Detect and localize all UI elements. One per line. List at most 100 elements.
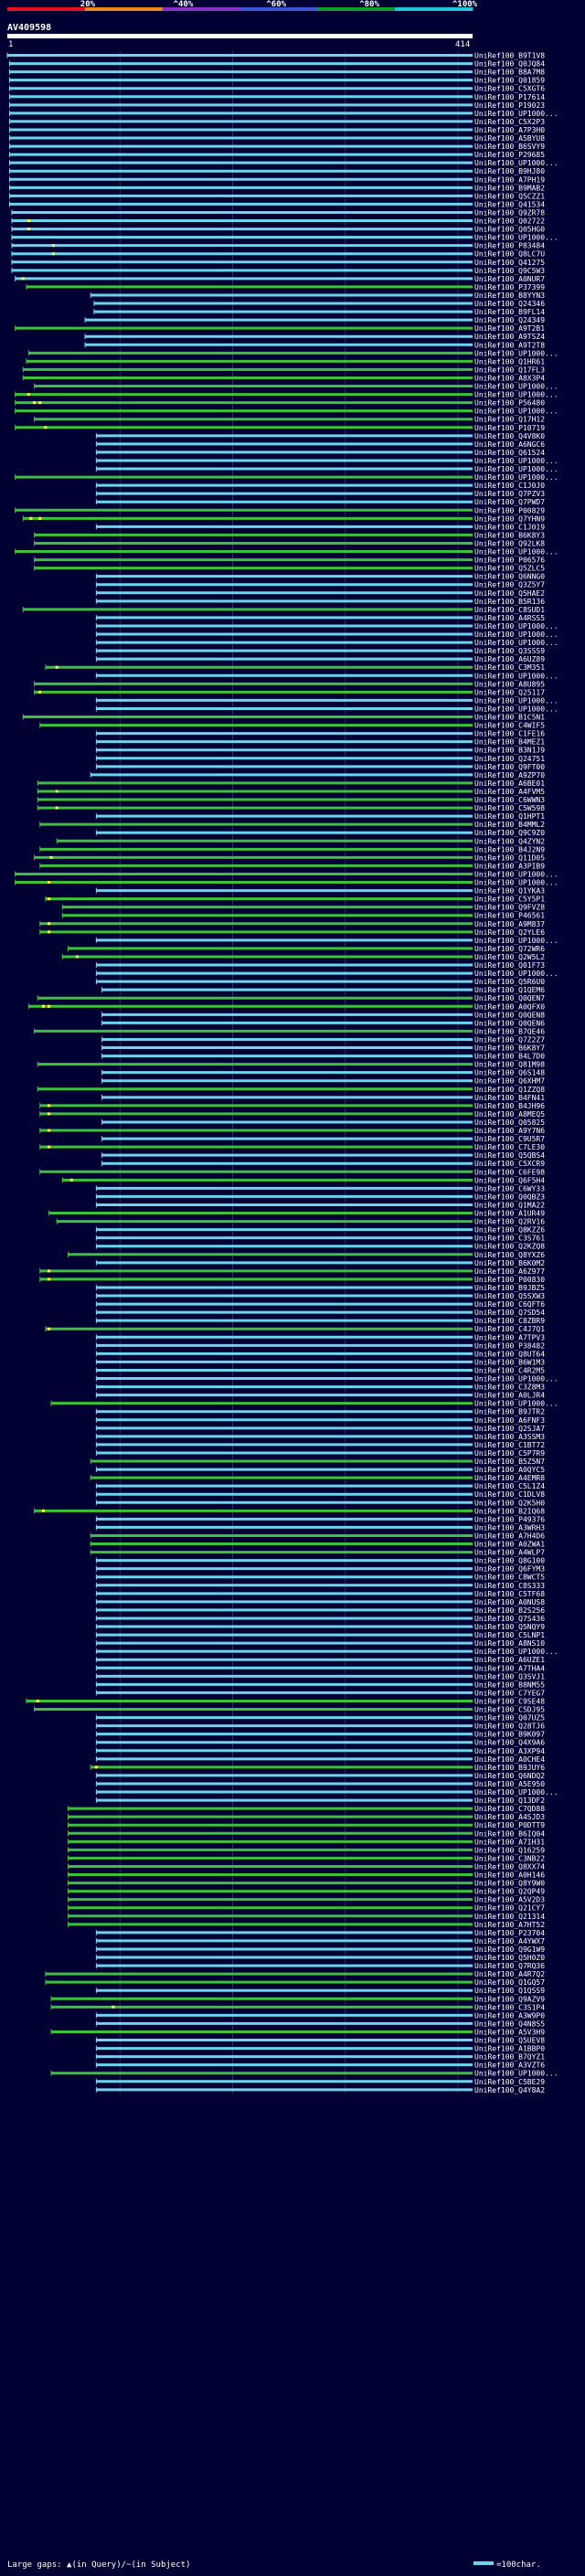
hit-id-label[interactable]: UniRef100_Q7PWD7 (474, 498, 545, 506)
hit-id-label[interactable]: UniRef100_B1C5N1 (474, 714, 545, 722)
hit-row[interactable]: UniRef100_UP1000... (50, 2070, 558, 2078)
hit-id-label[interactable]: UniRef100_A7THA4 (474, 1664, 545, 1672)
hit-row[interactable]: UniRef100_Q05HG0 (11, 226, 545, 234)
hit-id-label[interactable]: UniRef100_B6K8Y7 (474, 1044, 545, 1053)
hit-row[interactable]: UniRef100_A3SSM3 (95, 1433, 545, 1441)
hit-row[interactable]: UniRef100_A0NUR7 (15, 275, 546, 283)
hit-row[interactable]: UniRef100_A6Z977 (39, 1267, 546, 1276)
hit-row[interactable]: UniRef100_A5BYU8 (8, 134, 545, 143)
hit-row[interactable]: UniRef100_Q1YKA3 (95, 887, 545, 896)
hit-row[interactable]: UniRef100_B5Z5N7 (90, 1458, 545, 1466)
hit-id-label[interactable]: UniRef100_Q1QSS9 (474, 1987, 545, 1995)
hit-row[interactable]: UniRef100_Q1MA22 (95, 1201, 545, 1209)
hit-row[interactable]: UniRef100_Q9C5W3 (11, 267, 545, 275)
hit-row[interactable]: UniRef100_Q61524 (95, 449, 545, 457)
hit-id-label[interactable]: UniRef100_B9JTR2 (474, 1408, 545, 1416)
hit-id-label[interactable]: UniRef100_P00830 (474, 1276, 545, 1284)
hit-row[interactable]: UniRef100_A6FNF3 (95, 1416, 545, 1425)
hit-id-label[interactable]: UniRef100_Q21CY7 (474, 1904, 545, 1913)
hit-row[interactable]: UniRef100_C5XCR9 (101, 1160, 546, 1168)
hit-id-label[interactable]: UniRef100_C8WCT5 (474, 1574, 545, 1582)
hit-row[interactable]: UniRef100_Q5QBS4 (101, 1151, 546, 1160)
hit-row[interactable]: UniRef100_UP1000... (34, 383, 558, 391)
hit-row[interactable]: UniRef100_Q8YXZ6 (68, 1251, 546, 1259)
hit-row[interactable]: UniRef100_A3VZT6 (95, 2062, 545, 2070)
hit-id-label[interactable]: UniRef100_Q4X9A6 (474, 1739, 545, 1747)
hit-id-label[interactable]: UniRef100_Q16259 (474, 1846, 545, 1854)
hit-id-label[interactable]: UniRef100_Q4V8K0 (474, 432, 545, 440)
hit-row[interactable]: UniRef100_UP1000... (95, 672, 558, 680)
hit-id-label[interactable]: UniRef100_Q7Z2Z7 (474, 1035, 545, 1044)
hit-id-label[interactable]: UniRef100_Q8KZZ6 (474, 1226, 545, 1235)
hit-row[interactable]: UniRef100_Q8LC7U (11, 250, 545, 259)
hit-row[interactable]: UniRef100_A3WRH3 (95, 1523, 545, 1532)
hit-id-label[interactable]: UniRef100_UP1000... (474, 408, 558, 416)
hit-row[interactable]: UniRef100_UP1000... (95, 1788, 558, 1797)
hit-row[interactable]: UniRef100_Q6S148 (101, 1069, 546, 1077)
hit-id-label[interactable]: UniRef100_Q2KZQ8 (474, 1243, 545, 1251)
hit-id-label[interactable]: UniRef100_C6WWN3 (474, 796, 545, 804)
hit-row[interactable]: UniRef100_B5R136 (95, 598, 545, 606)
hit-id-label[interactable]: UniRef100_C5W598 (474, 804, 545, 812)
hit-row[interactable]: UniRef100_Q01859 (8, 77, 545, 85)
hit-id-label[interactable]: UniRef100_UP1000... (474, 672, 558, 680)
hit-id-label[interactable]: UniRef100_Q2YLE6 (474, 928, 545, 937)
hit-id-label[interactable]: UniRef100_P83484 (474, 242, 545, 250)
hit-row[interactable]: UniRef100_C1J0J0 (95, 482, 545, 490)
hit-row[interactable]: UniRef100_Q2KZQ8 (95, 1243, 545, 1251)
hit-id-label[interactable]: UniRef100_A6BE01 (474, 779, 545, 788)
hit-id-label[interactable]: UniRef100_Q1YKA3 (474, 887, 545, 896)
hit-id-label[interactable]: UniRef100_C1J0J0 (474, 482, 545, 490)
hit-row[interactable]: UniRef100_UP1000... (95, 631, 558, 639)
hit-id-label[interactable]: UniRef100_Q2SJA7 (474, 1425, 545, 1433)
hit-row[interactable]: UniRef100_Q02722 (11, 217, 545, 226)
hit-row[interactable]: UniRef100_A9M837 (39, 920, 546, 928)
hit-row[interactable]: UniRef100_A0QFX0 (27, 1002, 545, 1011)
hit-row[interactable]: UniRef100_A0NUS8 (95, 1598, 545, 1606)
hit-id-label[interactable]: UniRef100_B4FN41 (474, 1094, 545, 1102)
hit-id-label[interactable]: UniRef100_A3W9P0 (474, 2011, 545, 2019)
hit-row[interactable]: UniRef100_Q0QEN8 (101, 1011, 546, 1019)
hit-row[interactable]: UniRef100_B9FL14 (93, 308, 545, 316)
hit-row[interactable]: UniRef100_B8A7M8 (8, 69, 545, 77)
hit-row[interactable]: UniRef100_A3W9P0 (95, 2011, 545, 2019)
hit-row[interactable]: UniRef100_P19023 (8, 101, 545, 110)
hit-row[interactable]: UniRef100_A5E950 (95, 1780, 545, 1788)
hit-id-label[interactable]: UniRef100_Q9AZV9 (474, 1995, 545, 2003)
hit-id-label[interactable]: UniRef100_Q41534 (474, 200, 545, 208)
hit-id-label[interactable]: UniRef100_P46561 (474, 912, 545, 920)
hit-row[interactable]: UniRef100_C7LE30 (39, 1143, 546, 1151)
hit-id-label[interactable]: UniRef100_B8A7M8 (474, 69, 545, 77)
hit-row[interactable]: UniRef100_UP1000... (8, 110, 558, 118)
hit-row[interactable]: UniRef100_P10719 (15, 424, 546, 432)
hit-id-label[interactable]: UniRef100_UP1000... (474, 473, 558, 482)
hit-id-label[interactable]: UniRef100_C6FE98 (474, 1168, 545, 1176)
hit-id-label[interactable]: UniRef100_C5P7R9 (474, 1449, 545, 1458)
hit-row[interactable]: UniRef100_UP1000... (15, 870, 558, 878)
hit-row[interactable]: UniRef100_Q8G100 (95, 1557, 545, 1565)
hit-row[interactable]: UniRef100_UP1000... (95, 1375, 558, 1383)
hit-id-label[interactable]: UniRef100_Q61524 (474, 449, 545, 457)
hit-id-label[interactable]: UniRef100_P17614 (474, 93, 545, 101)
hit-row[interactable]: UniRef100_Q9C9Z0 (95, 829, 545, 837)
hit-row[interactable]: UniRef100_B2IQ68 (34, 1507, 546, 1515)
hit-id-label[interactable]: UniRef100_Q01859 (474, 77, 545, 85)
hit-row[interactable]: UniRef100_Q7PZV3 (95, 490, 545, 498)
hit-row[interactable]: UniRef100_Q4ZYN2 (56, 837, 545, 845)
hit-row[interactable]: UniRef100_Q8KZZ6 (95, 1226, 545, 1235)
hit-id-label[interactable]: UniRef100_UP1000... (474, 234, 558, 242)
hit-row[interactable]: UniRef100_C9U5R7 (101, 1135, 546, 1143)
hit-id-label[interactable]: UniRef100_B2S256 (474, 1606, 545, 1615)
hit-id-label[interactable]: UniRef100_Q07UZ5 (474, 1714, 545, 1723)
hit-id-label[interactable]: UniRef100_Q5H0Z0 (474, 1954, 545, 1962)
hit-row[interactable]: UniRef100_Q6NDQ2 (95, 1772, 545, 1780)
hit-row[interactable]: UniRef100_Q13DF2 (95, 1797, 545, 1805)
hit-row[interactable]: UniRef100_A7THA4 (95, 1664, 545, 1672)
hit-id-label[interactable]: UniRef100_P0DTT9 (474, 1821, 545, 1829)
hit-row[interactable]: UniRef100_C3M351 (45, 663, 545, 672)
hit-id-label[interactable]: UniRef100_Q2RV16 (474, 1218, 545, 1226)
hit-row[interactable]: UniRef100_Q3SSS9 (95, 647, 545, 655)
hit-row[interactable]: UniRef100_C1FE16 (95, 730, 545, 738)
hit-id-label[interactable]: UniRef100_C6QFT6 (474, 1300, 545, 1309)
hit-row[interactable]: UniRef100_Q7PWD7 (95, 498, 545, 506)
